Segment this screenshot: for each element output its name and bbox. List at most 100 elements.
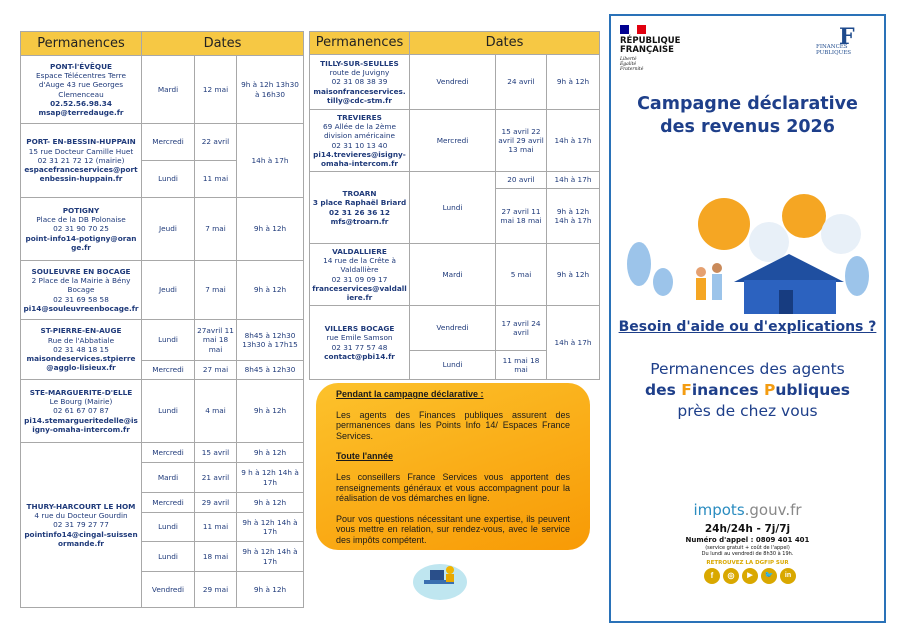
hours: 9h à 12h	[235, 379, 305, 443]
impots-site-link[interactable]: impots.gouv.fr	[693, 501, 802, 519]
hours: 14h à 17h	[545, 305, 601, 380]
day: Mardi	[409, 243, 496, 306]
hours: 9h à 12h	[235, 442, 305, 463]
hours: 9h à 12h	[235, 571, 305, 608]
day: Lundi	[141, 541, 195, 572]
finances-publiques-label: FINANCES PUBLIQUES	[816, 44, 852, 56]
site-cell: THURY-HARCOURT LE HOM 4 rue du Docteur Go…	[20, 442, 142, 608]
day: Jeudi	[141, 260, 195, 320]
cover-panel: RÉPUBLIQUE FRANÇAISE Liberté Égalité Frate…	[609, 14, 886, 623]
date: 5 mai	[495, 243, 547, 306]
date: 12 mai	[194, 55, 237, 124]
site-cell: PONT-l'ÉVÊQUE Espace Télécentres Terre d'…	[20, 55, 142, 124]
header-permanences: Permanences	[20, 31, 142, 56]
instagram-icon[interactable]: ◎	[723, 568, 739, 584]
finances-publiques-logo-icon: F	[839, 24, 855, 50]
right-schedule-table: Permanences Dates TILLY-SUR-SEULLES route …	[309, 31, 601, 380]
page-title: Campagne déclarative des revenus 2026	[637, 94, 858, 137]
day: Vendredi	[409, 54, 496, 110]
republique-logo: RÉPUBLIQUE FRANÇAISE Liberté Égalité Frate…	[620, 36, 681, 73]
desk-illustration-icon	[413, 564, 467, 600]
day: Lundi	[141, 379, 195, 443]
site-cell: POTIGNY Place de la DB Polonaise 02 31 90 …	[20, 197, 142, 261]
site-cell: SOULEUVRE EN BOCAGE 2 Place de la Mairie …	[20, 260, 142, 320]
date: 27 avril 11 mai 18 mai	[495, 188, 547, 244]
help-heading: Besoin d'aide ou d'explications ?	[618, 319, 877, 335]
hours: 14h à 17h	[545, 109, 601, 172]
info-box: Pendant la campagne déclarative : Les ag…	[316, 383, 590, 550]
date: 27avril 11 mai 18 mai	[194, 319, 237, 361]
hours: 8h45 à 12h30	[235, 360, 305, 380]
date: 20 avril	[495, 171, 547, 189]
day: Lundi	[141, 319, 195, 361]
contact-block: 24h/24h - 7j/7j Numéro d'appel : 0809 40…	[685, 523, 810, 566]
day: Vendredi	[409, 305, 496, 351]
date: 15 avril 22 avril 29 avril 13 mai	[495, 109, 547, 172]
date: 15 avril	[194, 442, 237, 463]
site-cell: TILLY-SUR-SEULLES route de Juvigny 02 31 0…	[309, 54, 410, 110]
facebook-icon[interactable]: f	[704, 568, 720, 584]
site-cell: TROARN 3 place Raphaël Briard 02 31 26 36 …	[309, 171, 410, 244]
site-cell: VALDALLIERE 14 rue de la Crête à Valdalli…	[309, 243, 410, 306]
day: Lundi	[141, 160, 195, 198]
date: 11 mai 18 mai	[495, 350, 547, 380]
hours: 9h à 12h 14h à 17h	[235, 512, 305, 542]
site-cell: STE-MARGUERITE-D'ELLE Le Bourg (Mairie) 02…	[20, 379, 142, 443]
day: Mercredi	[141, 442, 195, 463]
date: 17 avril 24 avril	[495, 305, 547, 351]
hours: 9h à 12h 14h à 17h	[545, 188, 601, 244]
hours: 9 h à 12h 14h à 17h	[235, 462, 305, 493]
social-links: f ◎ ▶ 🐦 in	[704, 568, 796, 584]
day: Lundi	[409, 171, 496, 244]
date: 29 mai	[194, 571, 237, 608]
hours: 9h à 12h	[235, 197, 305, 261]
left-schedule-table: Permanences Dates PONT-l'ÉVÊQUE Espace Tél…	[20, 31, 305, 608]
day: Mardi	[141, 55, 195, 124]
date: 4 mai	[194, 379, 237, 443]
date: 11 mai	[194, 160, 237, 198]
linkedin-icon[interactable]: in	[780, 568, 796, 584]
hours: 9h à 12h	[545, 54, 601, 110]
hours: 9h à 12h 14h à 17h	[235, 541, 305, 572]
info-text: Les agents des Finances publiques assure…	[336, 409, 570, 441]
house-illustration-icon	[627, 194, 869, 314]
day: Jeudi	[141, 197, 195, 261]
header-dates: Dates	[140, 31, 305, 56]
info-heading: Pendant la campagne déclarative :	[336, 389, 484, 399]
info-text: Les conseillers France Services vous app…	[336, 471, 570, 504]
header-dates: Dates	[408, 31, 601, 55]
hours: 9h à 12h	[545, 243, 601, 306]
hours: 14h à 17h	[235, 123, 305, 198]
hours: 14h à 17h	[545, 171, 601, 189]
day: Mardi	[141, 462, 195, 493]
date: 11 mai	[194, 512, 237, 542]
date: 7 mai	[194, 197, 237, 261]
permanences-subtitle: Permanences des agents des Finances Publ…	[645, 360, 850, 420]
site-cell: PORT- EN-BESSIN-HUPPAIN 15 rue Docteur Ca…	[20, 123, 142, 198]
day: Mercredi	[409, 109, 496, 172]
french-flag-icon	[620, 25, 647, 34]
twitter-icon[interactable]: 🐦	[761, 568, 777, 584]
date: 22 avril	[194, 123, 237, 161]
youtube-icon[interactable]: ▶	[742, 568, 758, 584]
hours: 8h45 à 12h30 13h30 à 17h15	[235, 319, 305, 361]
date: 27 mai	[194, 360, 237, 380]
day: Lundi	[409, 350, 496, 380]
hours: 9h à 12h 13h30 à 16h30	[235, 55, 305, 124]
date: 29 avril	[194, 492, 237, 513]
day: Mercredi	[141, 123, 195, 161]
day: Lundi	[141, 512, 195, 542]
site-cell: ST-PIERRE-EN-AUGE Rue de l'Abbatiale 02 31…	[20, 319, 142, 380]
info-heading: Toute l'année	[336, 451, 393, 462]
date: 24 avril	[495, 54, 547, 110]
hours: 9h à 12h	[235, 260, 305, 320]
day: Vendredi	[141, 571, 195, 608]
site-cell: TREVIERES 69 Allée de la 2ème division am…	[309, 109, 410, 172]
date: 7 mai	[194, 260, 237, 320]
info-text: Pour vos questions nécessitant une exper…	[336, 513, 570, 545]
date: 21 avril	[194, 462, 237, 493]
site-cell: VILLERS BOCAGE rue Emile Samson 02 31 77 5…	[309, 305, 410, 380]
hours: 9h à 12h	[235, 492, 305, 513]
date: 18 mai	[194, 541, 237, 572]
day: Mercredi	[141, 492, 195, 513]
